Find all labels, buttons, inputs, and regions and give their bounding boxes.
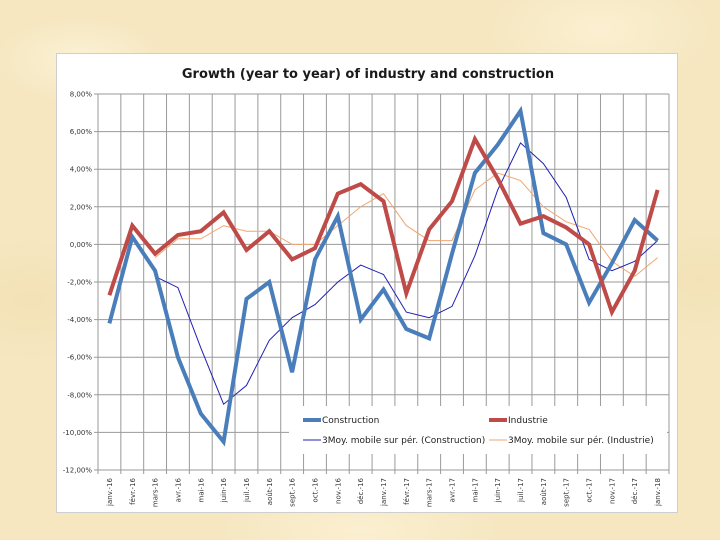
x-axis: janv.-16 févr.-16 mars-16 avr.-16 mai-16 juin… <box>106 477 662 507</box>
x-tick-label: nov.-16 <box>334 477 342 504</box>
x-tick-label: sept.-16 <box>289 477 297 506</box>
y-tick-label: -10,00% <box>63 429 93 437</box>
y-tick-label: 6,00% <box>70 128 93 136</box>
series-line-3moy-mobile-sur-p-r-industrie <box>154 172 658 278</box>
legend: Construction Industrie 3Moy. mobile sur pé… <box>289 406 667 454</box>
y-tick-label: 2,00% <box>70 203 93 211</box>
series-line-industrie <box>107 134 660 318</box>
series-line-3moy-mobile-sur-p-r-construction <box>154 142 658 406</box>
legend-box <box>289 406 667 454</box>
x-tick-label: janv.-17 <box>380 478 388 507</box>
x-tick-label: sept.-17 <box>563 478 571 507</box>
series-lines <box>107 105 660 447</box>
y-tick-label: -12,00% <box>63 467 93 475</box>
x-tick-label: avr.-16 <box>174 477 182 502</box>
legend-label: Industrie <box>508 416 548 426</box>
x-tick-label: oct.-16 <box>311 477 319 502</box>
x-tick-label: juin-16 <box>220 477 228 503</box>
x-tick-label: févr.-17 <box>403 478 411 505</box>
y-tick-label: 0,00% <box>70 241 93 249</box>
line-chart: Growth (year to year) of industry and co… <box>63 67 670 507</box>
chart-container: Growth (year to year) of industry and co… <box>56 53 678 513</box>
x-tick-label: déc.-17 <box>631 478 639 504</box>
x-tick-label: oct.-17 <box>586 478 594 503</box>
y-tick-label: -6,00% <box>67 354 92 362</box>
y-tick-label: 8,00% <box>70 91 93 99</box>
legend-label: 3Moy. mobile sur pér. (Industrie) <box>508 435 654 446</box>
x-tick-label: mai-16 <box>197 477 205 502</box>
x-tick-label: déc.-16 <box>357 477 365 504</box>
legend-label: Construction <box>322 416 379 426</box>
y-tick-label: -8,00% <box>67 391 92 399</box>
x-tick-label: juil.-17 <box>517 478 525 503</box>
x-tick-label: janv.-18 <box>654 478 662 507</box>
chart-title: Growth (year to year) of industry and co… <box>182 67 554 82</box>
y-tick-label: -2,00% <box>67 279 92 287</box>
x-tick-label: août-16 <box>266 477 274 505</box>
legend-label: 3Moy. mobile sur pér. (Construction) <box>322 435 485 446</box>
x-tick-label: juil.-16 <box>243 477 251 502</box>
y-axis: 8,00% 6,00% 4,00% 2,00% 0,00% -2,00% -4,00% -6,… <box>63 91 93 475</box>
x-tick-label: avr.-17 <box>449 478 457 502</box>
x-tick-label: août-17 <box>540 478 548 505</box>
x-tick-label: juin-17 <box>494 478 502 503</box>
x-tick-label: févr.-16 <box>129 477 137 504</box>
x-tick-label: janv.-16 <box>106 477 114 506</box>
series-line-construction <box>107 105 659 447</box>
x-tick-label: nov.-17 <box>608 478 616 504</box>
y-tick-label: 4,00% <box>70 166 93 174</box>
x-tick-label: mars-17 <box>426 478 434 507</box>
x-tick-label: mai-17 <box>471 478 479 503</box>
x-tick-label: mars-16 <box>152 477 160 507</box>
y-tick-label: -4,00% <box>67 316 92 324</box>
